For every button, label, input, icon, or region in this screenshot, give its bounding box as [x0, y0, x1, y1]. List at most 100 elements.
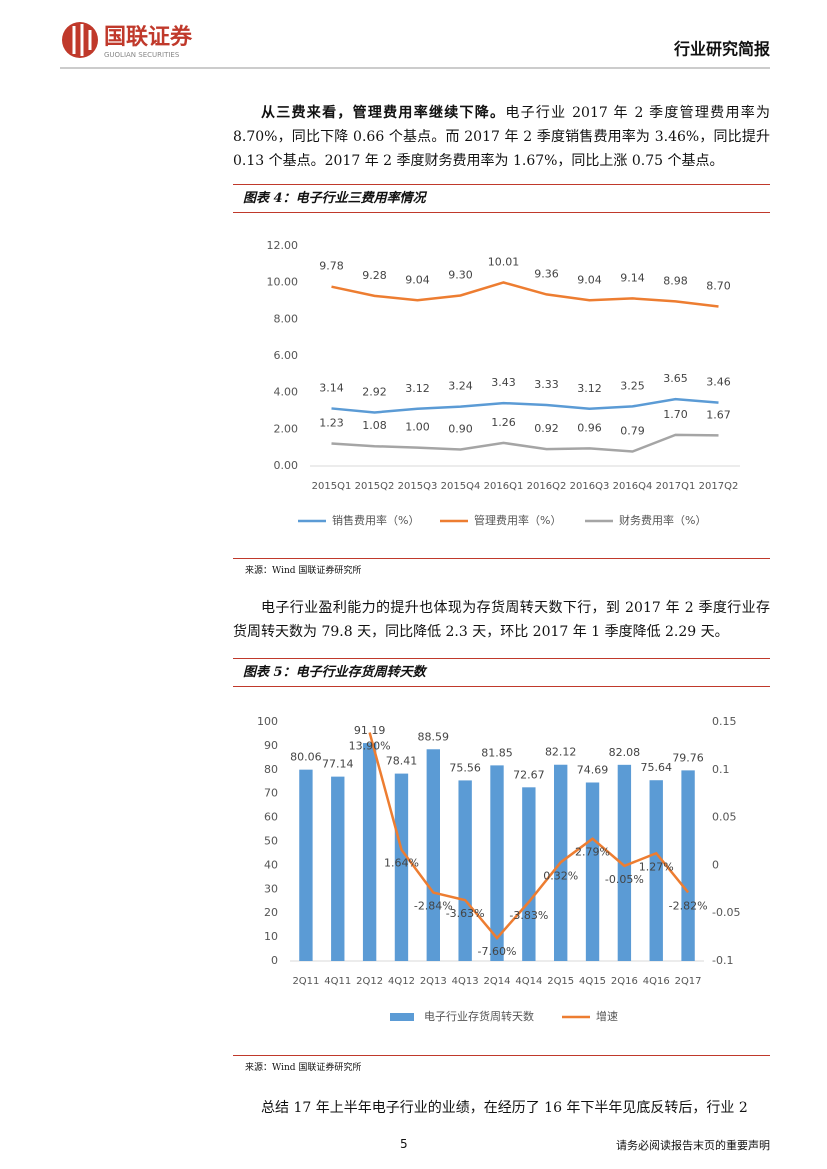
figure-title: 图表 5：电子行业存货周转天数: [233, 658, 770, 687]
data-label: 9.14: [620, 271, 645, 284]
x-tick-label: 4Q13: [452, 976, 479, 987]
x-tick-label: 2Q11: [292, 976, 319, 987]
bar: [649, 780, 663, 961]
y-tick-label: 8.00: [274, 312, 299, 325]
x-tick-label: 2015Q3: [398, 481, 438, 492]
data-label: 13.90%: [349, 740, 391, 753]
data-label: 9.36: [534, 267, 559, 280]
bar: [331, 776, 345, 961]
bar: [522, 787, 536, 961]
data-label: 0.92: [534, 422, 559, 435]
legend-label: 销售费用率（%）: [332, 513, 419, 527]
line: [368, 732, 690, 940]
y-tick-label: 4.00: [274, 386, 299, 399]
text: 电子行业 2017 年 2 季度管理费用率为 8.70%，同比下降 0.66 个…: [233, 105, 770, 169]
bar: [299, 769, 313, 961]
logo-en: GUOLIAN SECURITIES: [104, 51, 180, 59]
x-tick-label: 2Q16: [611, 976, 638, 987]
bar: [490, 765, 504, 961]
y-tick-label: 60: [264, 811, 278, 824]
bar: [617, 764, 632, 961]
paragraph: 总结 17 年上半年电子行业的业绩，在经历了 16 年下半年见底反转后，行业 2: [261, 1100, 748, 1116]
footer-notice: 请务必阅读报告末页的重要声明: [616, 1139, 770, 1152]
x-tick-label: 2016Q1: [484, 481, 524, 492]
data-label: 1.67: [706, 408, 731, 421]
page-number: 5: [400, 1137, 408, 1151]
data-label: 82.12: [545, 746, 577, 759]
y-tick-label: 50: [264, 835, 278, 848]
lead: 从三费来看，管理费用率继续下降。: [261, 105, 506, 121]
data-label: 3.25: [620, 379, 645, 392]
data-label: 88.59: [418, 730, 450, 743]
data-label: 82.08: [609, 746, 641, 759]
x-tick-label: 2Q14: [484, 976, 511, 987]
y-tick-label: 90: [264, 739, 278, 752]
data-label: -3.83%: [509, 909, 548, 922]
header: 国联证券 GUOLIAN SECURITIES 行业研究简报: [60, 22, 770, 69]
x-tick-label: 2016Q3: [570, 481, 610, 492]
x-tick-label: 4Q14: [515, 976, 542, 987]
data-label: 81.85: [481, 746, 513, 759]
data-label: 3.24: [448, 380, 473, 393]
x-tick-label: 2017Q2: [699, 481, 739, 492]
x-tick-label: 2016Q4: [613, 481, 653, 492]
data-label: -3.63%: [446, 907, 485, 920]
y2-tick-label: -0.1: [712, 954, 733, 967]
x-tick-label: 4Q15: [579, 976, 606, 987]
figure-title: 图表 4：电子行业三费用率情况: [233, 184, 770, 213]
data-label: 9.78: [319, 260, 344, 273]
x-tick-label: 4Q16: [643, 976, 670, 987]
data-label: 9.30: [448, 269, 473, 282]
data-label: -7.60%: [478, 945, 517, 958]
y-tick-label: 0: [271, 954, 278, 967]
data-label: 1.27%: [639, 860, 674, 873]
line: [331, 281, 719, 308]
data-label: 1.26: [491, 416, 516, 429]
y-tick-label: 2.00: [274, 422, 299, 435]
bar: [681, 770, 695, 961]
data-label: 0.96: [577, 421, 602, 434]
data-label: 0.32%: [543, 869, 578, 882]
data-label: 0.79: [620, 425, 645, 438]
y2-tick-label: -0.05: [712, 906, 740, 919]
data-label: -2.82%: [669, 899, 708, 912]
bar: [394, 773, 409, 961]
data-label: 3.33: [534, 378, 559, 391]
paragraph: 电子行业盈利能力的提升也体现为存货周转天数下行，到 2017 年 2 季度行业存…: [233, 600, 770, 640]
y-tick-label: 10: [264, 930, 278, 943]
bar: [585, 782, 600, 961]
x-tick-label: 2Q15: [547, 976, 574, 987]
x-tick-label: 2Q13: [420, 976, 447, 987]
x-tick-label: 2Q12: [356, 976, 383, 987]
y-tick-label: 100: [257, 715, 278, 728]
paragraph: 从三费来看，管理费用率继续下降。电子行业 2017 年 2 季度管理费用率为 8…: [233, 101, 770, 173]
bar: [426, 749, 440, 961]
data-label: 74.69: [577, 763, 609, 776]
data-label: 3.65: [663, 372, 688, 385]
data-label: 3.43: [491, 376, 516, 389]
line: [331, 397, 719, 414]
data-label: 1.70: [663, 408, 688, 421]
logo-mark: [72, 24, 92, 56]
data-label: 91.19: [354, 724, 386, 737]
x-tick-label: 2016Q2: [527, 481, 567, 492]
data-label: 75.56: [449, 761, 481, 774]
x-tick-label: 2015Q4: [441, 481, 481, 492]
legend-label: 增速: [596, 1009, 618, 1023]
data-label: -0.05%: [605, 873, 644, 886]
y2-tick-label: 0: [712, 858, 719, 871]
source: 来源：Wind 国联证券研究所: [233, 558, 770, 580]
data-label: 8.70: [706, 280, 731, 293]
y-tick-label: 12.00: [267, 239, 299, 252]
data-label: 75.64: [640, 761, 672, 774]
y-tick-label: 6.00: [274, 349, 299, 362]
x-tick-label: 2017Q1: [656, 481, 696, 492]
logo-text: 国联证券: [104, 24, 193, 50]
y-tick-label: 10.00: [267, 276, 299, 289]
y-tick-label: 20: [264, 906, 278, 919]
data-label: 2.92: [362, 385, 387, 398]
y2-tick-label: 0.1: [712, 763, 730, 776]
y-tick-label: 30: [264, 882, 278, 895]
data-label: 3.12: [577, 382, 602, 395]
bar: [362, 743, 377, 961]
